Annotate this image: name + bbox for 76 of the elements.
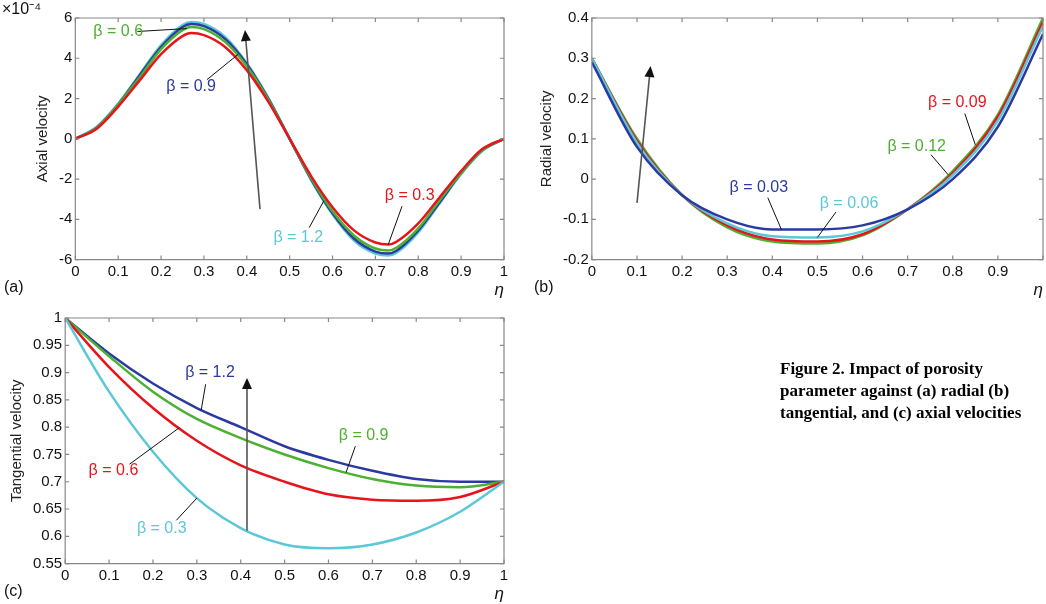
y-axis-title: Axial velocity — [33, 94, 51, 183]
series-label: β = 1.2 — [273, 227, 324, 245]
y-tick-label: 1 — [53, 308, 63, 326]
y-tick-label: 0.9 — [41, 362, 63, 380]
y-axis-title: Radial velocity — [537, 89, 555, 188]
y-tick-label: 0.1 — [567, 128, 589, 146]
series-label: β = 0.3 — [384, 185, 435, 203]
x-tick-label: 1 — [499, 261, 509, 279]
y-tick-label: 0.4 — [567, 8, 589, 26]
text: β = 0.6 — [88, 461, 139, 479]
series-label: β = 0.12 — [887, 137, 947, 155]
y-tick-label: 4 — [63, 48, 73, 66]
text: (b) — [534, 278, 554, 296]
text: ×10⁻⁴ — [2, 0, 42, 18]
series-label: β = 1.2 — [185, 362, 235, 380]
x-tick-label: 0.6 — [318, 565, 339, 583]
x-tick-label: 0.4 — [230, 565, 252, 583]
x-axis-title: η — [494, 279, 504, 299]
x-tick-label: 0.2 — [150, 261, 172, 279]
text: (c) — [4, 582, 23, 600]
y-tick-label: -0.2 — [562, 249, 589, 267]
series-label: β = 0.09 — [927, 92, 987, 110]
x-tick-label: 0.3 — [186, 565, 208, 583]
x-tick-label: 0.4 — [761, 261, 783, 279]
y-tick-label: 0.55 — [32, 553, 63, 571]
y-axis-title: Tangential velocity — [7, 379, 25, 503]
x-tick-label: 0.4 — [236, 261, 258, 279]
x-tick-label: 0.3 — [193, 261, 215, 279]
x-tick-label: 0.5 — [274, 565, 296, 583]
x-tick-label: 0.6 — [322, 261, 343, 279]
x-tick-label: 0.2 — [142, 565, 164, 583]
y-tick-label: 0.7 — [41, 471, 63, 489]
text: Figure 2. Impact of porosity parameter against (a) radial (b) tangential, and (c) axial velocities — [780, 358, 1023, 424]
x-tick-label: 0.1 — [107, 261, 129, 279]
y-tick-label: 0.65 — [32, 499, 63, 517]
x-tick-label: 0.8 — [942, 261, 964, 279]
y-tick-label: 0.95 — [32, 335, 63, 353]
y-tick-label: 2 — [63, 88, 73, 106]
series-label: β = 0.3 — [136, 518, 187, 536]
text: (a) — [4, 278, 24, 296]
x-tick-label: 0.2 — [671, 261, 693, 279]
y-tick-label: 0 — [580, 169, 589, 187]
y-tick-label: -2 — [58, 169, 73, 187]
y-tick-label: 0.3 — [567, 48, 589, 66]
series-label: β = 0.06 — [819, 193, 879, 211]
x-tick-label: 0.1 — [626, 261, 648, 279]
x-tick-label: 0.5 — [806, 261, 828, 279]
series-label: β = 0.9 — [338, 425, 389, 443]
y-tick-label: -0.1 — [562, 209, 589, 227]
y-tick-label: -6 — [58, 249, 73, 267]
x-tick-label: 0.5 — [279, 261, 301, 279]
x-tick-label: 0.7 — [364, 261, 386, 279]
x-axis-title: η — [494, 583, 504, 603]
y-tick-label: 0.8 — [41, 417, 63, 435]
series-label: β = 0.03 — [729, 177, 789, 195]
x-tick-label: 0.1 — [98, 565, 120, 583]
x-tick-label: 1 — [499, 565, 509, 583]
y-tick-label: -4 — [58, 209, 73, 227]
x-tick-label: 0.8 — [407, 261, 429, 279]
x-tick-label: 0.3 — [716, 261, 738, 279]
x-tick-label: 0.9 — [449, 565, 471, 583]
y-tick-label: 0.2 — [567, 88, 589, 106]
series-label: β = 0.9 — [166, 76, 217, 94]
y-tick-label: 0.75 — [32, 444, 63, 462]
y-tick-label: 0.85 — [32, 390, 63, 408]
x-tick-label: 0.7 — [361, 565, 383, 583]
x-axis-title: η — [1033, 279, 1043, 299]
x-tick-label: 0.8 — [405, 565, 427, 583]
y-tick-label: 0 — [63, 128, 73, 146]
series-label: β = 0.6 — [93, 22, 144, 40]
x-tick-label: 0.9 — [450, 261, 472, 279]
x-tick-label: 0.7 — [897, 261, 919, 279]
x-tick-label: 0.6 — [852, 261, 873, 279]
y-tick-label: 0.6 — [41, 526, 63, 544]
y-tick-label: 6 — [63, 8, 73, 26]
x-tick-label: 0.9 — [987, 261, 1009, 279]
